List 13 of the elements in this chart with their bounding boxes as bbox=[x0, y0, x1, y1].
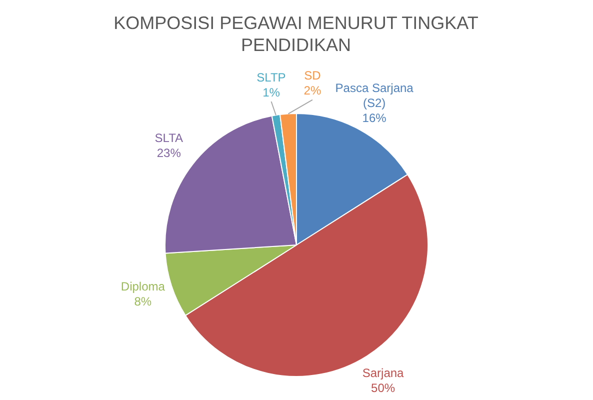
data-label: 8% bbox=[134, 294, 152, 309]
data-label: 50% bbox=[371, 381, 396, 396]
data-label: 1% bbox=[262, 85, 280, 100]
slice-label: SLTA bbox=[154, 130, 184, 145]
slice-label: SLTP bbox=[256, 70, 286, 84]
slice-label: SD bbox=[304, 68, 322, 83]
slice-label: Pasca Sarjana (S2) bbox=[335, 80, 414, 110]
data-label: 16% bbox=[362, 110, 387, 125]
slice-label: Sarjana bbox=[362, 366, 404, 380]
data-label: 2% bbox=[304, 84, 322, 98]
slice-label: Diploma bbox=[120, 280, 166, 294]
data-label: 23% bbox=[156, 146, 182, 160]
chart-title: KOMPOSISI PEGAWAI MENURUT TINGKAT PENDIDIKAN bbox=[112, 12, 480, 56]
